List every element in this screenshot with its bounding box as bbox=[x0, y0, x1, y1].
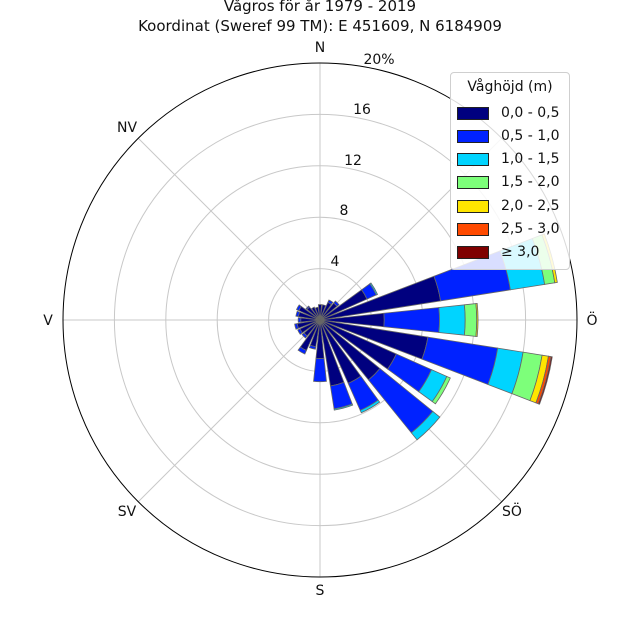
rose-bar-segment bbox=[333, 403, 354, 411]
legend-item: ≥ 3,0 bbox=[457, 243, 539, 261]
legend-title: Våghöjd (m) bbox=[467, 79, 553, 95]
radial-tick-8: 8 bbox=[340, 203, 349, 219]
legend-item: 1,0 - 1,5 bbox=[457, 150, 559, 168]
legend-swatch bbox=[457, 199, 489, 213]
legend-item: 0,0 - 0,5 bbox=[457, 104, 559, 122]
dir-label-v: V bbox=[43, 313, 53, 329]
rose-bar-segment bbox=[297, 346, 307, 355]
rose-bar-segment bbox=[295, 310, 301, 318]
legend-label: 0,5 - 1,0 bbox=[501, 128, 560, 144]
outer-ring bbox=[62, 62, 578, 578]
rose-bar-segment bbox=[410, 410, 441, 441]
rose-bar-segment bbox=[537, 356, 553, 405]
legend-label: ≥ 3,0 bbox=[501, 244, 540, 260]
rose-bar-segment bbox=[359, 399, 381, 414]
legend-label: 0,0 - 0,5 bbox=[501, 105, 560, 121]
legend-swatch bbox=[457, 106, 489, 120]
dir-label-o: Ö bbox=[586, 311, 597, 329]
dir-label-nv: NV bbox=[117, 120, 137, 136]
grid-spoke bbox=[137, 319, 321, 503]
rose-bar-segment bbox=[301, 332, 308, 339]
rose-bar-segment bbox=[383, 307, 440, 333]
dir-label-s: S bbox=[316, 583, 325, 599]
radial-tick-12: 12 bbox=[344, 153, 362, 169]
legend-label: 2,0 - 2,5 bbox=[501, 198, 560, 214]
rose-bar-segment bbox=[313, 357, 327, 383]
rose-bar-segment bbox=[463, 303, 478, 337]
legend-label: 2,5 - 3,0 bbox=[501, 221, 560, 237]
legend-swatch bbox=[457, 222, 489, 236]
legend: Våghöjd (m) 0,0 - 0,5 0,5 - 1,0 1,0 - 1,… bbox=[450, 72, 570, 270]
chart-subtitle: Koordinat (Sweref 99 TM): E 451609, N 61… bbox=[138, 17, 502, 35]
grid-spoke bbox=[137, 137, 321, 321]
rose-bar-segment bbox=[317, 304, 323, 321]
legend-swatch bbox=[457, 129, 489, 143]
rose-bar-segment bbox=[297, 317, 302, 323]
rose-bar-segment bbox=[369, 282, 379, 296]
rose-bar-segment bbox=[333, 300, 340, 307]
rose-bar-segment bbox=[327, 299, 334, 305]
legend-swatch bbox=[457, 245, 489, 259]
legend-item: 1,5 - 2,0 bbox=[457, 173, 559, 191]
legend-swatch bbox=[457, 175, 489, 189]
legend-item: 2,5 - 3,0 bbox=[457, 220, 559, 238]
chart-title: Vågros för år 1979 - 2019 bbox=[223, 0, 417, 15]
radial-tick-16: 16 bbox=[353, 102, 371, 118]
radial-tick-20: 20% bbox=[363, 52, 394, 68]
legend-label: 1,5 - 2,0 bbox=[501, 174, 560, 190]
legend-label: 1,0 - 1,5 bbox=[501, 151, 560, 167]
rose-bar-segment bbox=[314, 306, 321, 321]
rose-bars bbox=[294, 233, 558, 441]
rose-bar-segment bbox=[311, 306, 321, 321]
dir-label-n: N bbox=[315, 40, 325, 56]
dir-label-sv: SV bbox=[118, 504, 137, 520]
rose-bar-segment bbox=[431, 375, 451, 405]
legend-item: 2,0 - 2,5 bbox=[457, 197, 559, 215]
rose-bar-segment bbox=[438, 304, 466, 336]
rose-bar-segment bbox=[475, 303, 479, 337]
radial-tick-4: 4 bbox=[331, 254, 340, 270]
dir-label-so: SÖ bbox=[502, 502, 522, 520]
rose-bar-segment bbox=[294, 323, 299, 330]
legend-swatch bbox=[457, 152, 489, 166]
rose-bar-segment bbox=[305, 305, 311, 311]
rose-bar-segment bbox=[295, 304, 302, 312]
rose-bar-segment bbox=[297, 328, 303, 335]
rose-bar-segment bbox=[308, 344, 317, 350]
legend-item: 0,5 - 1,0 bbox=[457, 127, 559, 145]
